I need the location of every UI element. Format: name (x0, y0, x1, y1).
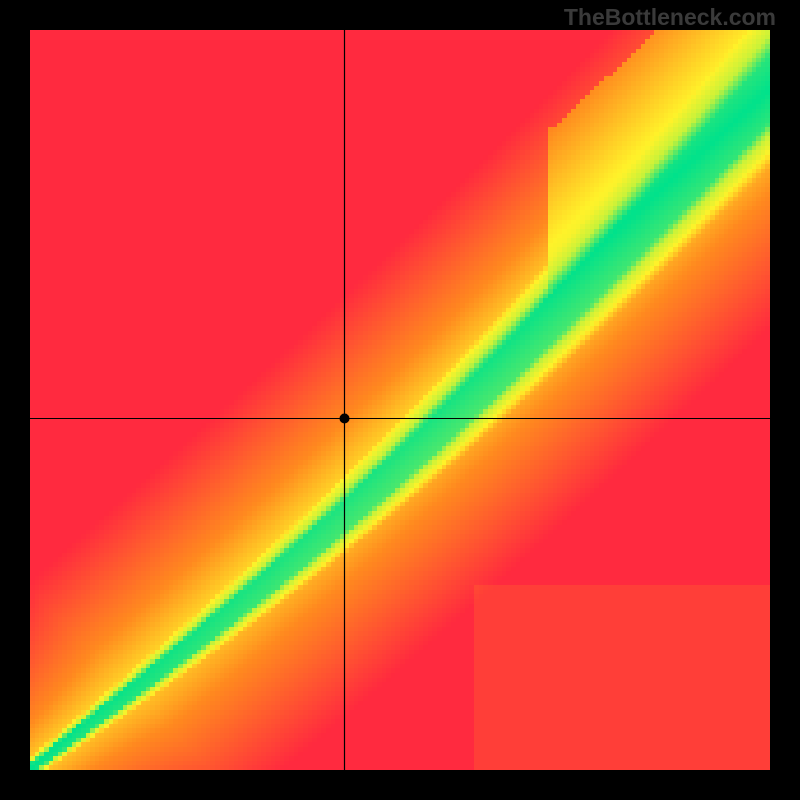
chart-stage: TheBottleneck.com (0, 0, 800, 800)
bottleneck-heatmap (30, 30, 770, 770)
watermark-text: TheBottleneck.com (564, 4, 776, 31)
